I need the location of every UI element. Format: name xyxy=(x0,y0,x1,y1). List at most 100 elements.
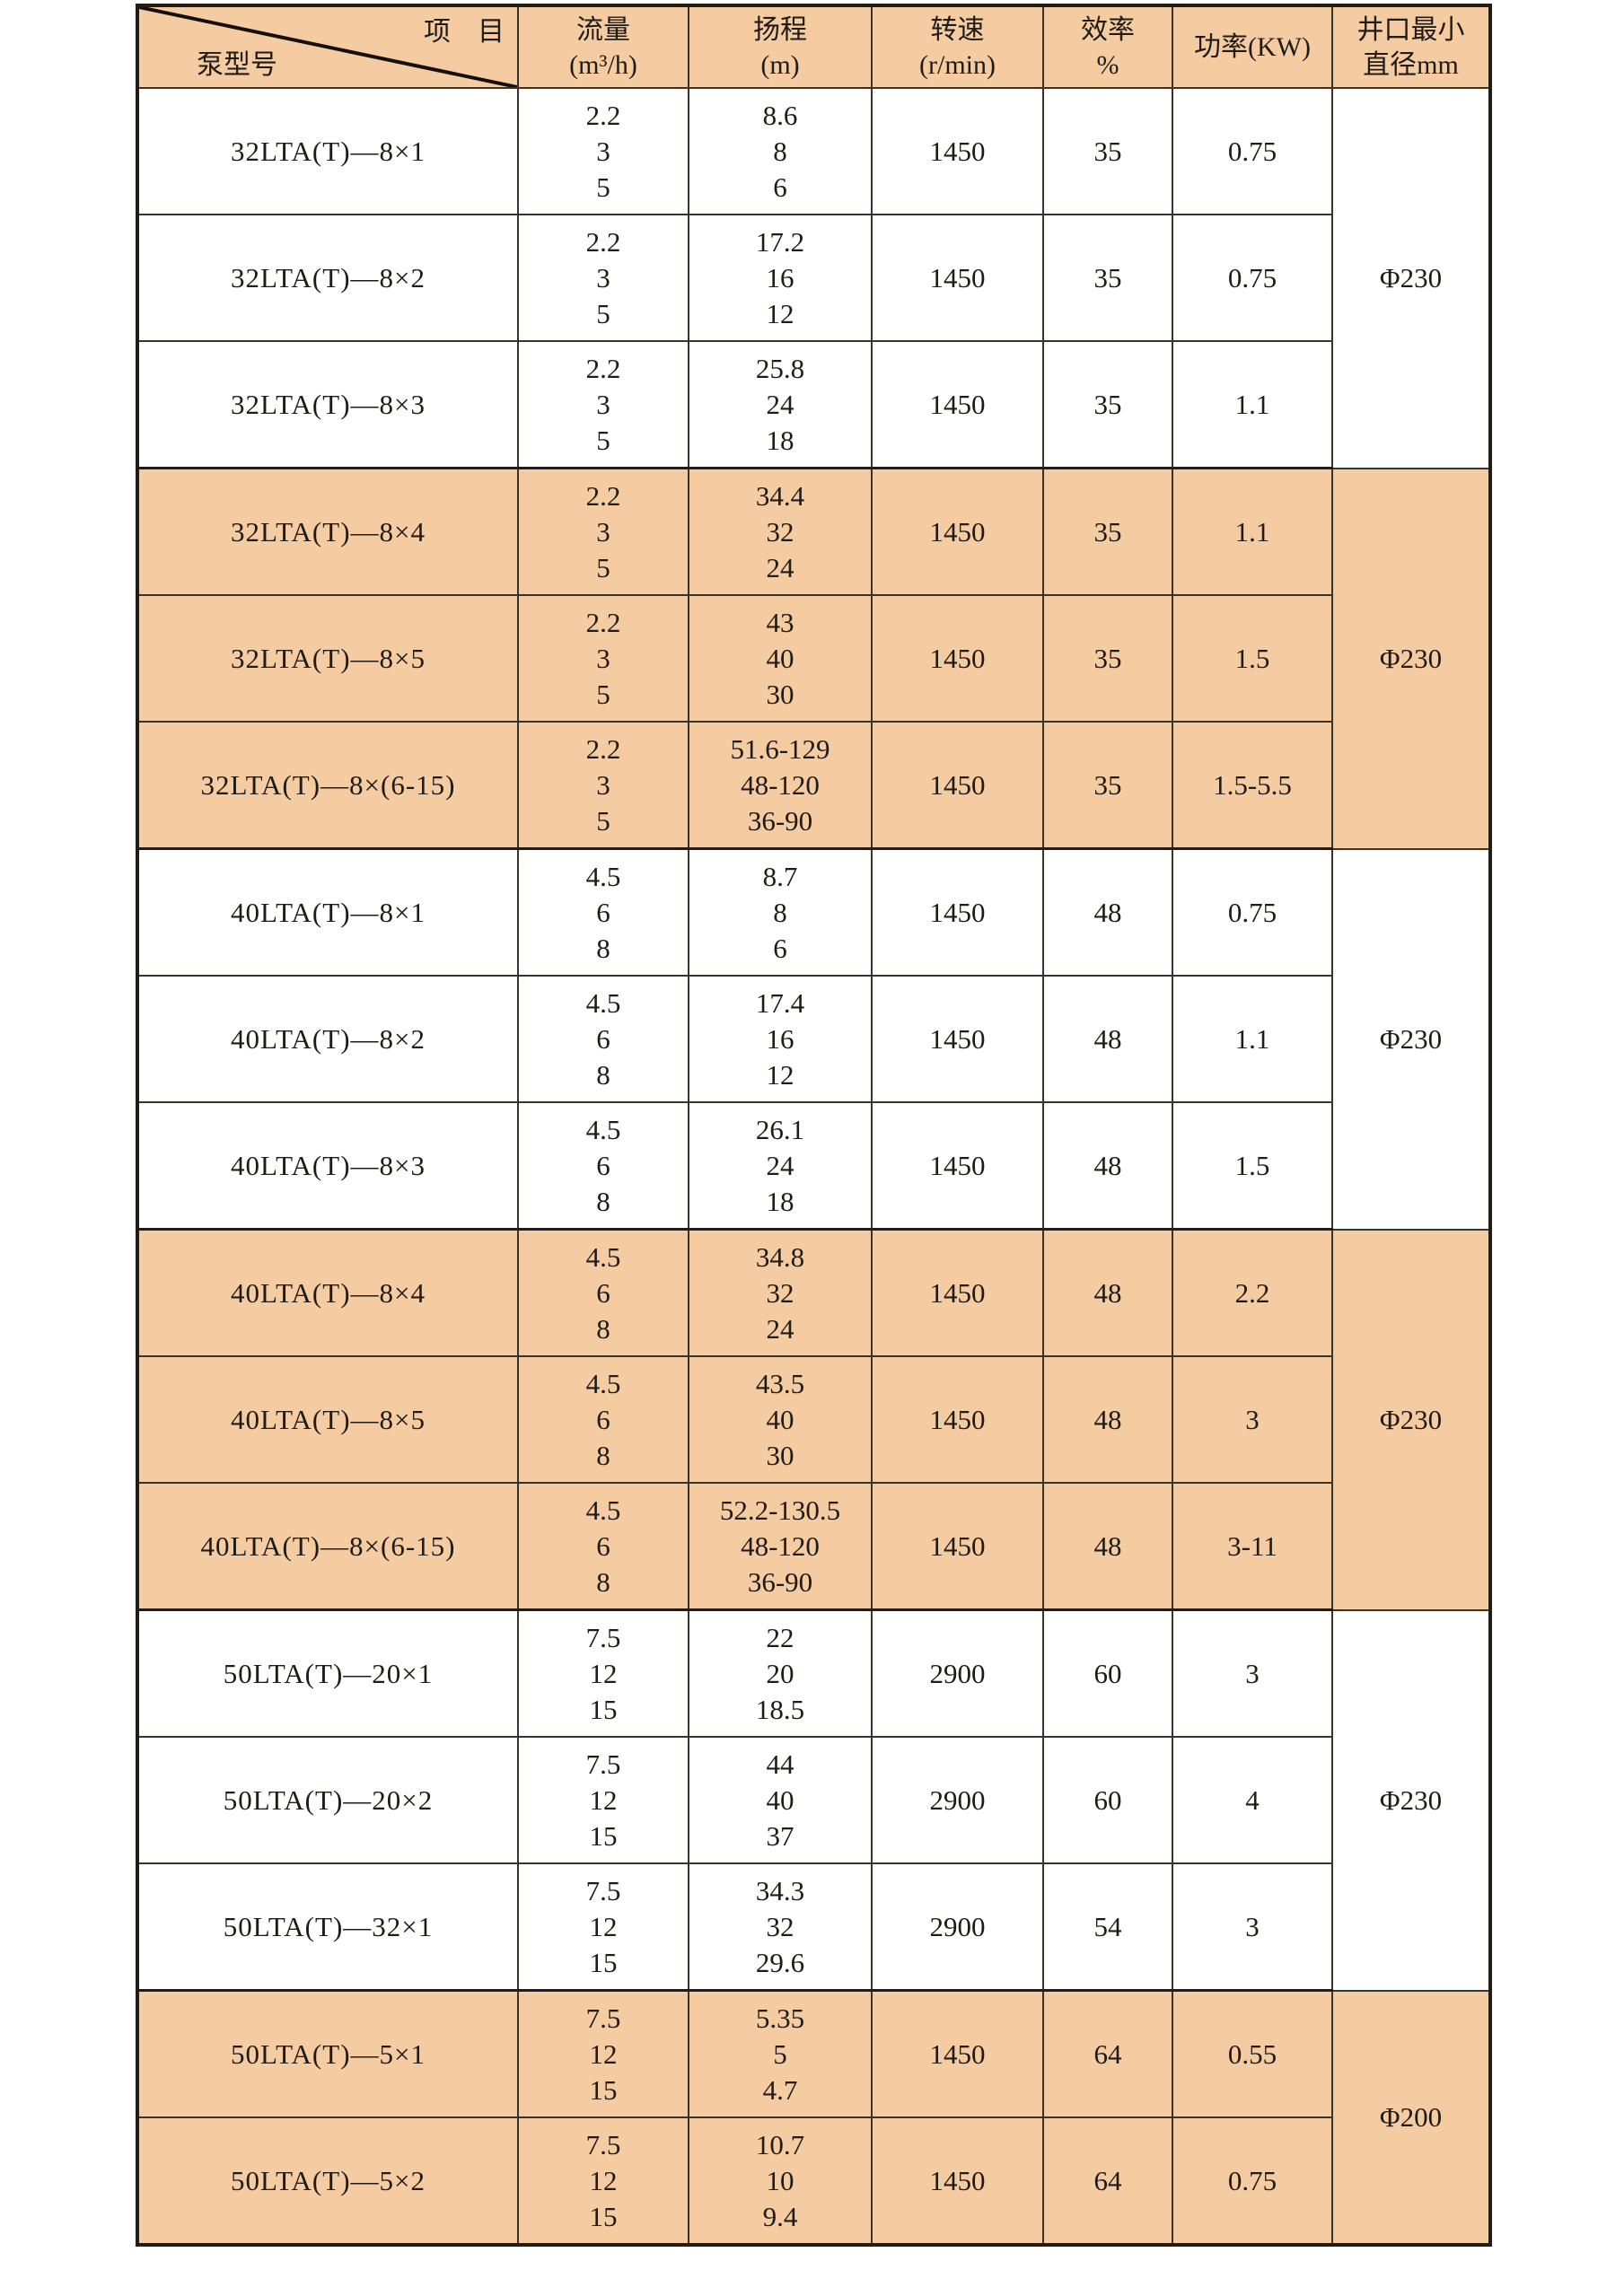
head-value-line: 16 xyxy=(766,1022,794,1055)
pump-row: 50LTA(T)—20×2 7.5 12 15 44 40 37 2900 60 4 xyxy=(136,1736,1490,1864)
pump-row: 32LTA(T)—8×1 2.2 3 5 8.6 8 6 1450 35 0.75 Φ230 xyxy=(136,87,1491,469)
head-cell: 43.5 40 30 xyxy=(688,1355,873,1484)
model-cell: 40LTA(T)—8×3 xyxy=(136,1101,519,1231)
flow-stack: 4.5 6 8 xyxy=(520,1240,687,1347)
power-cell: 1.1 xyxy=(1172,340,1333,469)
head-value-line: 20 xyxy=(766,1657,794,1689)
flow-stack: 7.5 12 15 xyxy=(520,1747,687,1854)
flow-value-line: 7.5 xyxy=(585,1621,621,1653)
flow-cell: 7.5 12 15 xyxy=(517,1862,689,1992)
head-value-line: 48-120 xyxy=(741,768,820,801)
power-cell: 3 xyxy=(1172,1862,1333,1992)
flow-value-line: 8 xyxy=(596,1312,610,1345)
flow-value-line: 15 xyxy=(589,1693,618,1725)
pump-row: 32LTA(T)—8×2 2.2 3 5 17.2 16 12 1450 35 0.75 xyxy=(136,214,1490,342)
pump-row: 32LTA(T)—8×(6-15) 2.2 3 5 51.6-129 48-120 36-9… xyxy=(136,721,1490,850)
head-value-line: 52.2-130.5 xyxy=(719,1494,841,1526)
efficiency-cell: 48 xyxy=(1042,1355,1173,1484)
head-value-line: 29.6 xyxy=(755,1946,805,1978)
head-value-line: 18 xyxy=(766,1185,794,1217)
flow-cell: 7.5 12 15 xyxy=(517,1989,689,2118)
head-stack: 5.35 5 4.7 xyxy=(690,2001,870,2108)
head-cell: 8.7 8 6 xyxy=(688,847,873,977)
head-value-line: 10 xyxy=(766,2164,794,2196)
pump-row: 40LTA(T)—8×(6-15) 4.5 6 8 52.2-130.5 48-120 36… xyxy=(136,1482,1490,1611)
flow-value-line: 6 xyxy=(596,1276,610,1309)
head-cell: 22 20 18.5 xyxy=(688,1608,873,1738)
flow-value-line: 2.2 xyxy=(585,479,621,512)
head-value-line: 5 xyxy=(773,2037,787,2070)
header-head: 扬程 (m) xyxy=(688,4,873,89)
pump-row: 40LTA(T)—8×5 4.5 6 8 43.5 40 30 1450 48 3 xyxy=(136,1355,1490,1484)
speed-cell: 1450 xyxy=(871,87,1044,215)
head-value-line: 43 xyxy=(766,606,794,638)
power-cell: 0.55 xyxy=(1172,1989,1333,2118)
power-cell: 1.1 xyxy=(1172,975,1333,1103)
flow-stack: 4.5 6 8 xyxy=(520,1112,687,1220)
head-cell: 5.35 5 4.7 xyxy=(688,1989,873,2118)
header-speed: 转速 (r/min) xyxy=(871,4,1044,89)
head-value-line: 24 xyxy=(766,388,794,420)
model-cell: 40LTA(T)—8×5 xyxy=(136,1355,519,1484)
head-value-line: 44 xyxy=(766,1748,794,1780)
well-diameter-cell: Φ230 xyxy=(1331,1608,1491,1992)
efficiency-cell: 35 xyxy=(1042,721,1173,850)
speed-cell: 2900 xyxy=(871,1608,1044,1738)
header-well-unit: 直径mm xyxy=(1363,49,1459,80)
flow-cell: 2.2 3 5 xyxy=(517,214,689,342)
speed-cell: 1450 xyxy=(871,1228,1044,1357)
head-value-line: 12 xyxy=(766,297,794,329)
power-cell: 0.75 xyxy=(1172,87,1333,215)
flow-stack: 2.2 3 5 xyxy=(520,605,687,713)
head-value-line: 32 xyxy=(766,1910,794,1942)
flow-value-line: 4.5 xyxy=(585,860,621,892)
pump-row: 40LTA(T)—8×4 4.5 6 8 34.8 32 24 1450 48 2.2 Φ230 xyxy=(136,1228,1491,1611)
head-value-line: 8 xyxy=(773,896,787,928)
pump-spec-table: 项 目 泵型号 流量 (m³/h) 扬程 (m) 转速 (r/min) 效率 xyxy=(136,4,1492,2247)
header-flow-unit: (m³/h) xyxy=(569,49,637,80)
head-value-line: 10.7 xyxy=(755,2128,805,2160)
head-value-line: 32 xyxy=(766,1276,794,1309)
head-value-line: 40 xyxy=(766,642,794,674)
header-efficiency-label: 效率 xyxy=(1081,14,1135,45)
flow-stack: 2.2 3 5 xyxy=(520,732,687,839)
head-value-line: 36-90 xyxy=(747,1565,813,1598)
head-value-line: 40 xyxy=(766,1403,794,1435)
flow-stack: 4.5 6 8 xyxy=(520,986,687,1093)
speed-cell: 1450 xyxy=(871,340,1044,469)
pump-row: 50LTA(T)—32×1 7.5 12 15 34.3 32 29.6 2900 54 3 xyxy=(136,1862,1490,1992)
model-cell: 32LTA(T)—8×(6-15) xyxy=(136,721,519,850)
efficiency-cell: 35 xyxy=(1042,340,1173,469)
flow-value-line: 5 xyxy=(596,551,610,583)
model-cell: 32LTA(T)—8×3 xyxy=(136,340,519,469)
flow-value-line: 4.5 xyxy=(585,1494,621,1526)
flow-stack: 2.2 3 5 xyxy=(520,351,687,459)
model-cell: 50LTA(T)—32×1 xyxy=(136,1862,519,1992)
head-stack: 52.2-130.5 48-120 36-90 xyxy=(690,1493,870,1600)
model-cell: 40LTA(T)—8×(6-15) xyxy=(136,1482,519,1611)
head-cell: 34.8 32 24 xyxy=(688,1228,873,1357)
flow-cell: 4.5 6 8 xyxy=(517,847,689,977)
head-value-line: 22 xyxy=(766,1621,794,1653)
flow-stack: 2.2 3 5 xyxy=(520,224,687,332)
header-power-label: 功率(KW) xyxy=(1194,32,1311,62)
corner-model-label: 泵型号 xyxy=(197,50,277,80)
head-value-line: 6 xyxy=(773,171,787,203)
head-value-line: 25.8 xyxy=(755,352,805,384)
efficiency-cell: 64 xyxy=(1042,1989,1173,2118)
head-value-line: 4.7 xyxy=(762,2073,798,2106)
head-cell: 17.4 16 12 xyxy=(688,975,873,1103)
flow-cell: 2.2 3 5 xyxy=(517,340,689,469)
head-stack: 25.8 24 18 xyxy=(690,351,870,459)
flow-value-line: 12 xyxy=(589,2164,618,2196)
speed-cell: 2900 xyxy=(871,1862,1044,1992)
flow-value-line: 8 xyxy=(596,1439,610,1471)
flow-value-line: 5 xyxy=(596,424,610,456)
head-cell: 44 40 37 xyxy=(688,1736,873,1864)
head-value-line: 24 xyxy=(766,1312,794,1345)
head-value-line: 34.8 xyxy=(755,1240,805,1273)
flow-value-line: 8 xyxy=(596,932,610,964)
power-cell: 0.75 xyxy=(1172,847,1333,977)
flow-stack: 4.5 6 8 xyxy=(520,1493,687,1600)
flow-stack: 7.5 12 15 xyxy=(520,1873,687,1981)
